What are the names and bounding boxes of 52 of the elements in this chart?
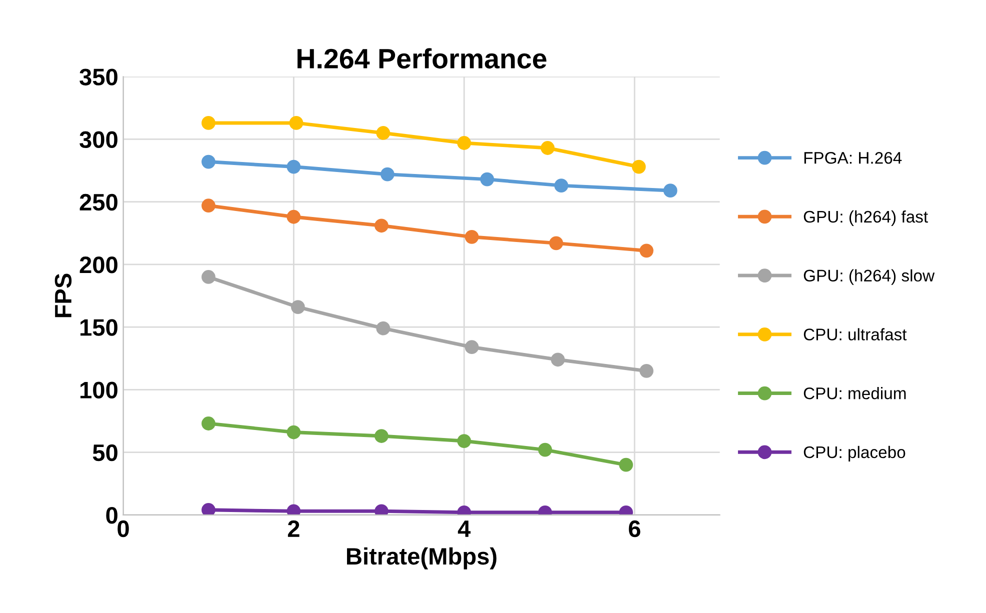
point	[380, 167, 394, 182]
y-tick-label: 100	[80, 382, 118, 398]
point	[202, 270, 216, 284]
y-tick-label: 200	[80, 256, 118, 274]
legend-label: CPU: placebo	[804, 446, 906, 462]
x-axis-title: Bitrate(Mbps)	[347, 547, 496, 570]
point	[286, 425, 301, 440]
legend-label: CPU: ultrafast	[804, 328, 907, 340]
point	[374, 218, 388, 233]
legend-label: GPU: (h264) fast	[804, 210, 928, 226]
legend-label: CPU: medium	[804, 387, 906, 400]
point	[549, 236, 564, 250]
y-tick-label: 50	[92, 444, 118, 462]
point	[619, 458, 633, 472]
point	[374, 429, 388, 443]
point	[464, 340, 479, 354]
y-tick-label: 300	[80, 131, 118, 148]
legend-label: GPU: (h264) slow	[804, 269, 935, 285]
point	[291, 300, 305, 314]
point	[376, 321, 390, 336]
point	[540, 141, 555, 155]
x-tick-label: 4	[458, 520, 471, 537]
point	[457, 136, 472, 150]
point	[202, 154, 216, 169]
point	[202, 198, 216, 213]
point	[286, 160, 301, 174]
x-tick-label: 2	[288, 520, 300, 537]
x-tick-label: 6	[628, 520, 640, 538]
y-tick-label: 350	[80, 68, 118, 86]
chart-title: H.264 Performance	[298, 48, 546, 69]
point	[554, 178, 568, 193]
point	[550, 352, 565, 367]
point	[202, 116, 216, 130]
point	[632, 160, 646, 174]
point	[640, 364, 654, 378]
point	[663, 184, 678, 198]
point	[202, 416, 216, 430]
point	[286, 210, 301, 224]
point	[464, 230, 479, 244]
legend-label: FPGA: H.264	[804, 152, 902, 164]
point	[640, 244, 654, 258]
y-tick-label: 0	[106, 506, 118, 524]
point	[457, 434, 472, 448]
point	[289, 116, 304, 130]
point	[538, 442, 552, 457]
point	[202, 502, 216, 515]
x-tick-label: 0	[118, 520, 129, 538]
y-tick-label: 150	[80, 319, 118, 336]
point	[480, 172, 494, 186]
y-tick-label: 250	[80, 194, 118, 211]
y-axis-title: FPS	[54, 274, 72, 318]
point	[376, 126, 390, 140]
